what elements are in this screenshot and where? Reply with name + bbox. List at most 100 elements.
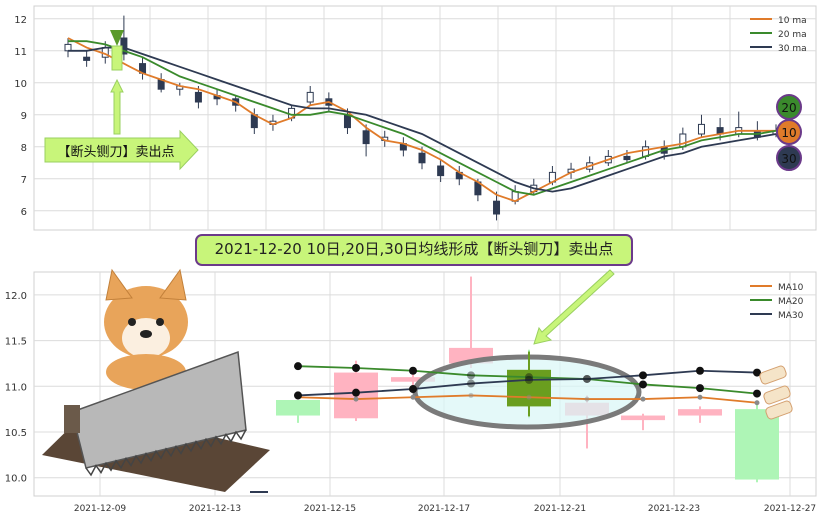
- zoom-legend-label: MA30: [778, 311, 804, 321]
- zoom-ma-point-MA20: [696, 384, 704, 393]
- zoom-ma-point-MA30: [409, 385, 417, 394]
- zoom-ma-line-MA30: [297, 369, 758, 397]
- sell-marker-bar: [111, 45, 123, 71]
- cracker-item: [763, 385, 791, 405]
- zoom-ma-point-MA20: [409, 366, 417, 375]
- zoom-ma-point-MA10: [640, 396, 646, 402]
- zoom-ma-point-MA30: [294, 391, 302, 400]
- cracker-item: [759, 365, 787, 385]
- overview-candle-body: [418, 152, 426, 164]
- zoom-ma-point-MA10: [526, 394, 532, 400]
- zoom-legend-label: MA20: [778, 297, 804, 307]
- overview-candle-body: [623, 155, 631, 161]
- banner-label: 2021-12-20 10日,20日,30日均线形成【断头铡刀】卖出点: [215, 240, 614, 258]
- callout-label: 【断头铡刀】卖出点: [57, 145, 174, 160]
- zoom-ma-point-MA20: [294, 362, 302, 371]
- zoom-candle-body: [621, 415, 665, 421]
- overview-candle-body: [697, 123, 705, 135]
- callout-arrow-box: [44, 129, 199, 171]
- zoom-ma-point-MA30: [696, 366, 704, 375]
- overview-candle-body: [194, 91, 202, 103]
- zoom-candle-body: [276, 400, 320, 416]
- zoom-y-tick-label: 10.5: [5, 428, 27, 439]
- overview-candle-body: [437, 165, 445, 177]
- zoom-ma-point-MA30: [467, 379, 475, 388]
- pointer-arrow: [533, 269, 615, 345]
- zoom-candle-body: [391, 377, 435, 382]
- zoom-y-tick-label: 11.5: [5, 337, 27, 348]
- zoom-ma-point-MA10: [410, 394, 416, 400]
- zoom-ma-point-MA10: [697, 394, 703, 400]
- zoom-x-tick-label: 2021-12-13: [189, 504, 241, 514]
- guillotine-saw: [42, 350, 270, 493]
- corgi-eye: [156, 318, 164, 326]
- cracker-decoration: [759, 365, 793, 420]
- corgi-illustration: [104, 268, 188, 390]
- corgi-eye: [128, 318, 136, 326]
- zoom-x-tick-label: 2021-12-15: [304, 504, 356, 514]
- overview-candle-body: [83, 56, 91, 61]
- overview-candle-body: [306, 91, 314, 103]
- zoom-ma-point-MA10: [754, 400, 760, 406]
- overview-y-tick-label: 11: [14, 47, 27, 58]
- overview-candle-body: [679, 133, 687, 148]
- zoom-ma-point-MA30: [525, 375, 533, 384]
- overview-panel: [33, 5, 817, 231]
- badge-20-label: 20: [781, 101, 796, 115]
- zoom-y-tick-label: 10.0: [5, 474, 27, 485]
- zoom-ma-point-MA30: [583, 374, 591, 383]
- overview-legend-label: 10 ma: [778, 16, 807, 26]
- zoom-ma-point-MA20: [467, 371, 475, 380]
- zoom-x-tick-label: 2021-12-21: [534, 504, 586, 514]
- overview-y-tick-label: 12: [14, 15, 27, 26]
- badge-10-label: 10: [781, 126, 796, 140]
- badge-20: 20: [776, 94, 802, 120]
- badge-10: 10: [776, 119, 802, 145]
- zoom-candle-body: [678, 409, 722, 416]
- overview-y-tick-label: 9: [21, 111, 27, 122]
- overview-candle-body: [362, 130, 370, 145]
- overview-ma-line-10ma: [67, 37, 776, 203]
- overview-candle-body: [343, 114, 351, 129]
- zoom-x-tick-label: 2021-12-09: [74, 504, 127, 514]
- zoom-legend-label: MA10: [778, 283, 804, 293]
- badge-30: 30: [776, 145, 802, 171]
- badge-30-label: 30: [781, 152, 796, 166]
- overview-y-tick-label: 10: [14, 79, 27, 90]
- zoom-ma-point-MA30: [352, 388, 360, 397]
- zoom-y-tick-label: 11.0: [5, 382, 27, 393]
- zoom-ma-point-MA20: [352, 364, 360, 372]
- overview-y-tick-label: 6: [21, 207, 27, 218]
- zoom-ma-point-MA30: [753, 368, 761, 377]
- zoom-x-tick-label: 2021-12-27: [764, 504, 816, 514]
- corgi-ear-right: [159, 268, 187, 301]
- zoom-ma-point-MA20: [753, 389, 761, 398]
- cracker-item: [765, 400, 793, 420]
- zoom-y-tick-label: 12.0: [5, 291, 27, 302]
- overview-legend-label: 30 ma: [778, 44, 807, 54]
- up-arrow: [110, 78, 124, 135]
- overview-ma-line-20ma: [68, 40, 777, 196]
- zoom-ma-point-MA10: [353, 396, 359, 402]
- banner-box: [195, 234, 633, 266]
- zoom-ma-point-MA20: [639, 380, 647, 389]
- saw-teeth: [85, 429, 247, 477]
- sell-marker: [110, 30, 124, 46]
- zoom-candle-body: [735, 409, 779, 480]
- zoom-ma-line-MA20: [297, 365, 758, 395]
- zoom-x-tick-label: 2021-12-17: [418, 504, 470, 514]
- corgi-nose: [140, 330, 152, 338]
- saw-handle: [64, 405, 80, 433]
- zoom-ma-point-MA30: [639, 371, 647, 380]
- overview-ma-line-30ma: [68, 46, 777, 193]
- overview-legend-label: 20 ma: [778, 30, 807, 40]
- overview-y-tick-label: 7: [21, 175, 27, 186]
- corgi-ear-left: [105, 268, 133, 301]
- zoom-ma-point-MA10: [584, 396, 590, 402]
- zoom-ma-line-MA10: [297, 394, 758, 404]
- zoom-ma-point-MA10: [468, 392, 474, 398]
- overview-candle-body: [493, 200, 501, 215]
- overview-candle-body: [64, 43, 72, 52]
